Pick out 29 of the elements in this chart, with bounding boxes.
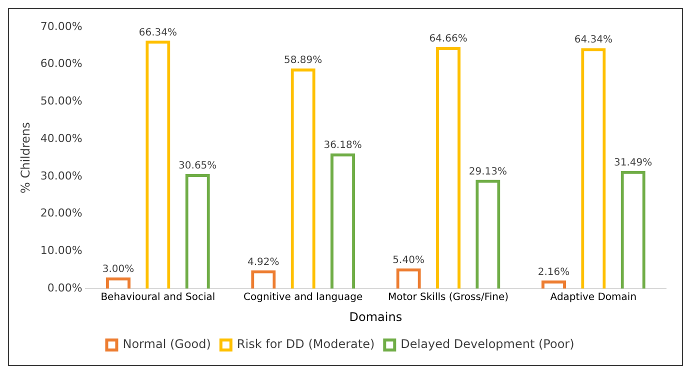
x-tick-label: Behavioural and Social [100, 292, 216, 304]
y-tick-label: 70.00% [40, 20, 82, 33]
y-tick-label: 50.00% [40, 94, 82, 108]
legend-label: Delayed Development (Poor) [400, 337, 574, 352]
y-tick-label: 20.00% [40, 206, 82, 220]
data-label: 2.16% [538, 267, 570, 278]
data-label: 66.34% [138, 27, 177, 38]
data-label: 5.40% [392, 255, 424, 266]
y-tick-label: 60.00% [40, 57, 82, 70]
x-tick-label: Cognitive and language [244, 292, 363, 304]
y-tick-label: 40.00% [40, 132, 82, 145]
data-label: 29.13% [468, 166, 507, 178]
y-tick-label: 30.00% [40, 169, 82, 182]
x-axis-title: Domains [349, 310, 402, 324]
data-label: 36.18% [324, 140, 362, 151]
y-tick-label: 10.00% [40, 244, 82, 258]
data-label: 4.92% [248, 256, 280, 268]
y-axis-title: % Childrens [18, 122, 32, 194]
data-label: 64.34% [574, 34, 612, 46]
data-label: 30.65% [178, 160, 217, 172]
x-tick-label: Motor Skills (Gross/Fine) [388, 292, 509, 304]
legend-label: Normal (Good) [122, 337, 211, 352]
x-tick-label: Adaptive Domain [550, 292, 637, 304]
data-label: 64.66% [429, 34, 468, 45]
data-label: 3.00% [102, 264, 134, 275]
data-label: 58.89% [284, 55, 322, 66]
data-label: 31.49% [614, 158, 652, 169]
legend-label: Risk for DD (Moderate) [236, 337, 375, 352]
y-tick-label: 0.00% [47, 281, 82, 294]
